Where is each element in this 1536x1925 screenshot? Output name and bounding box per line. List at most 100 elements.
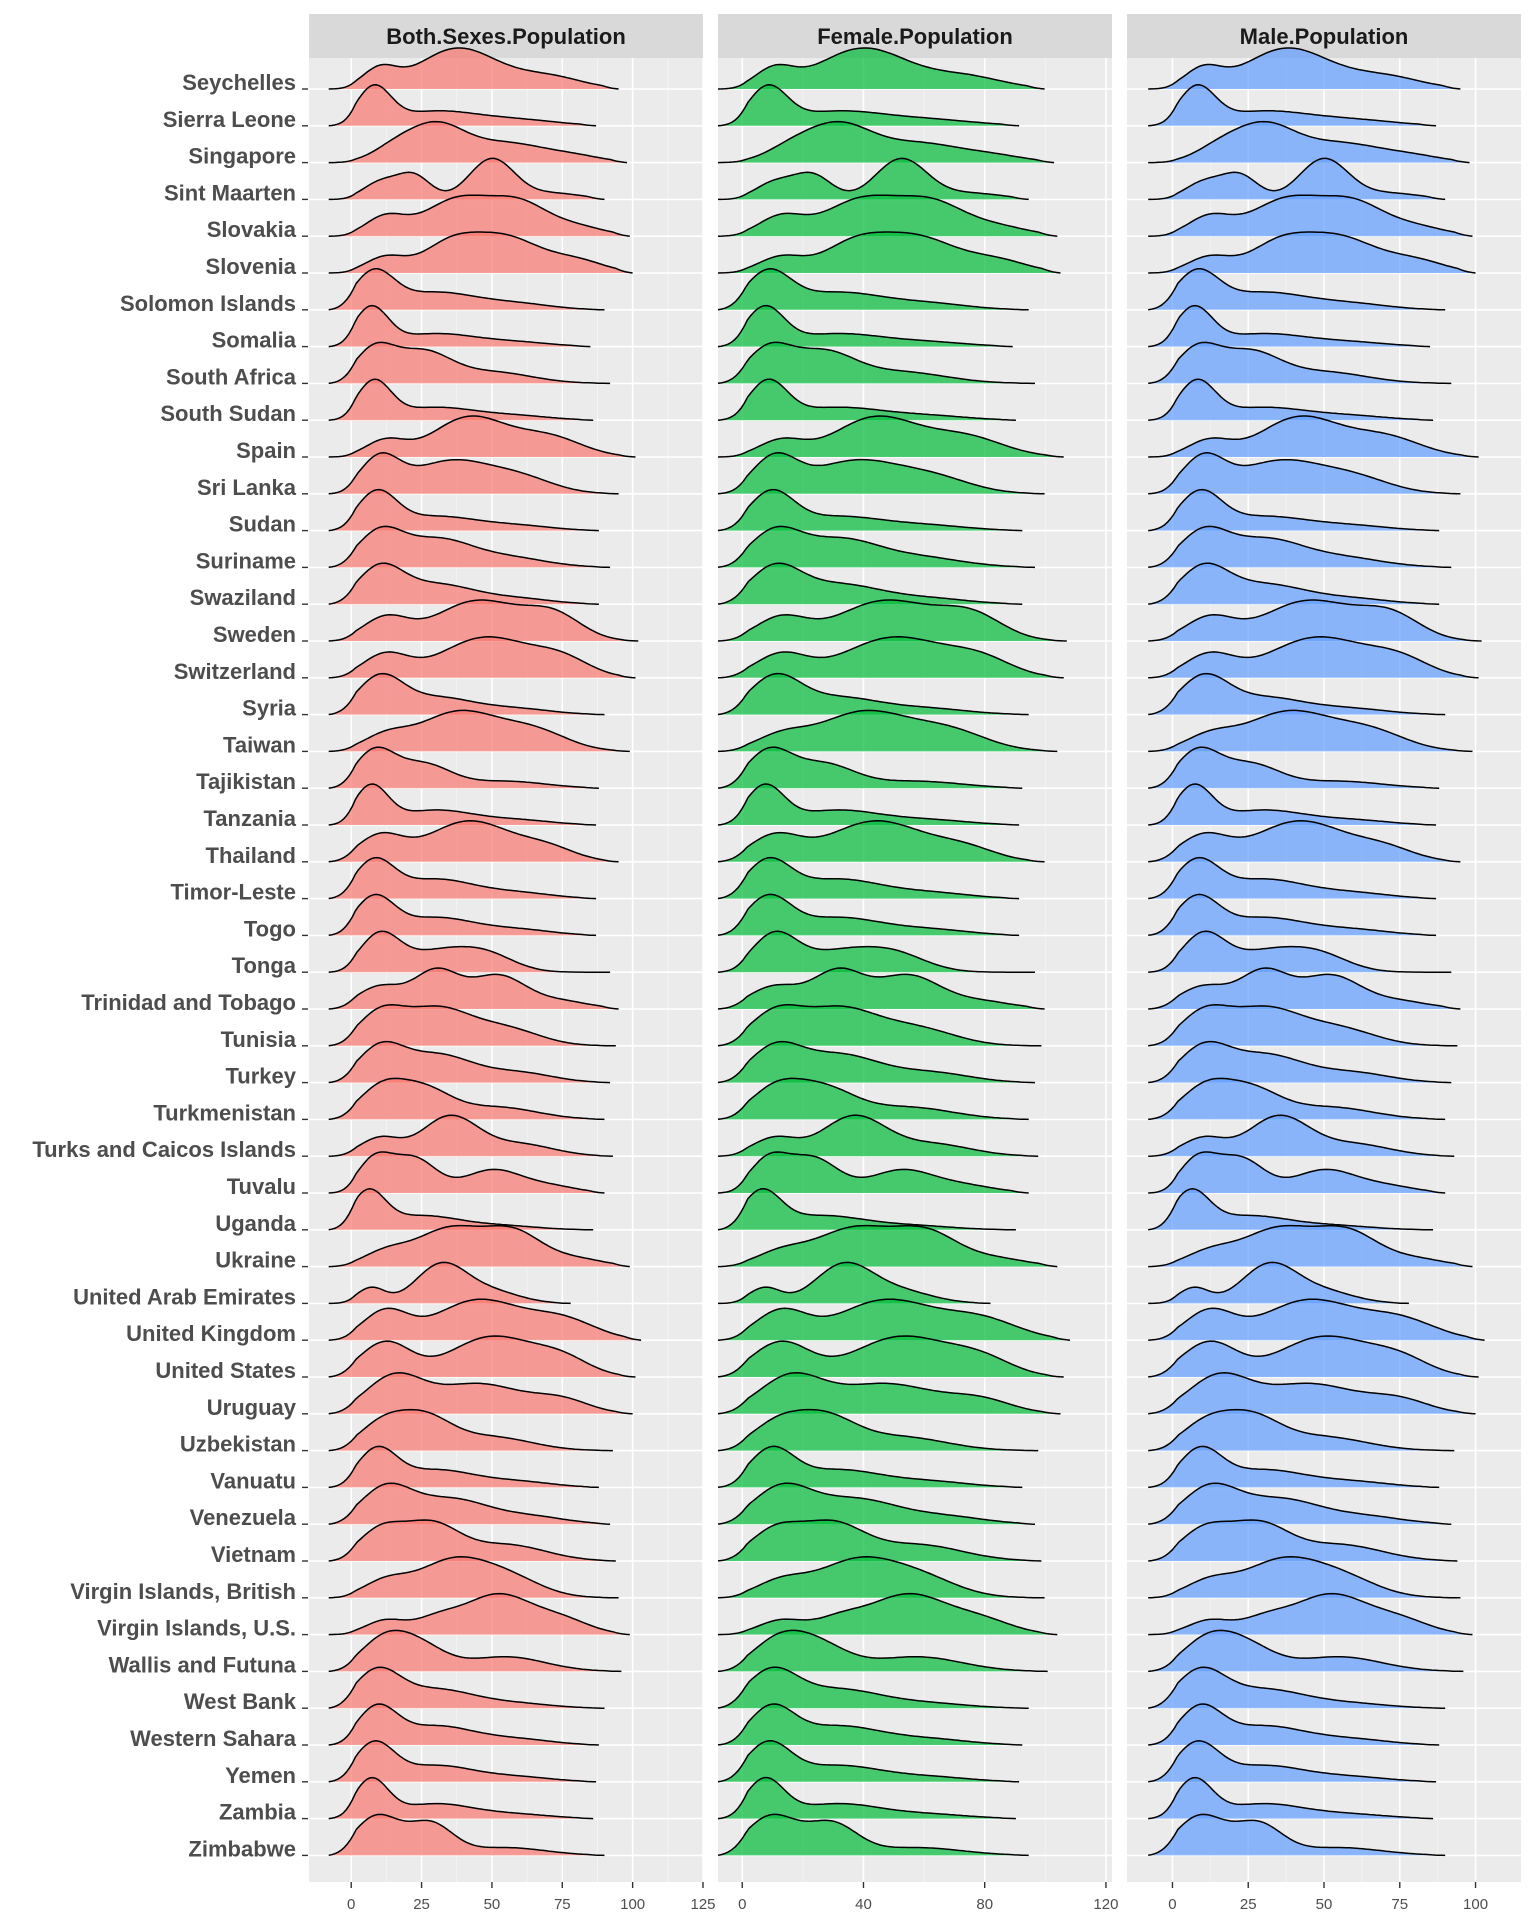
ridge-area (328, 968, 619, 1009)
ridge-line (717, 967, 1045, 1010)
ridge-line (1148, 672, 1446, 716)
ridge-line (1148, 930, 1452, 973)
ridge-area (328, 268, 605, 310)
ridge-line (1148, 1408, 1455, 1452)
ridge-line (717, 1335, 1064, 1378)
ridge-area (1148, 1446, 1440, 1488)
ridge-area (718, 1262, 991, 1304)
country-label: Slovakia (207, 217, 297, 242)
ridge-area (1148, 1336, 1479, 1377)
ridge-line (717, 415, 1064, 458)
ridge-line (1148, 1298, 1485, 1341)
country-label: Solomon Islands (120, 291, 296, 316)
ridge-area (328, 195, 630, 237)
country-label: Sint Maarten (164, 180, 296, 205)
ridge-line (328, 746, 599, 789)
ridge-area (1148, 1225, 1473, 1267)
ridge-line (328, 967, 619, 1010)
ridge-line (717, 1224, 1058, 1268)
ridge-line (328, 415, 636, 458)
ridge-area (328, 526, 611, 568)
ridge-area (328, 784, 597, 825)
ridge-area (1148, 673, 1446, 715)
ridge-area (328, 710, 630, 752)
ridge-area (328, 305, 591, 347)
ridge-line (717, 1776, 1016, 1820)
ridge-line (717, 1077, 1029, 1121)
ridge-area (1148, 1299, 1485, 1341)
country-label: Wallis and Futuna (109, 1652, 297, 1677)
ridge-area (328, 1777, 594, 1819)
ridge-area (718, 121, 1055, 163)
ridge-line (1148, 1776, 1434, 1820)
panel-strip (718, 14, 1112, 58)
ridge-area (718, 747, 1023, 789)
ridge-area (718, 526, 1035, 568)
ridge-line (1148, 1813, 1446, 1857)
panel: Female.Population 0 40 80 120 (717, 14, 1118, 1913)
country-label: United Kingdom (126, 1321, 296, 1346)
ridge-line (328, 120, 628, 164)
x-tick-label: 25 (413, 1896, 430, 1913)
ridge-line (717, 84, 1020, 127)
ridge-area (328, 1814, 605, 1856)
ridge-line (328, 1408, 613, 1452)
ridge-area (328, 1409, 613, 1451)
country-label: Suriname (196, 548, 296, 573)
ridge-line (1148, 341, 1452, 385)
ridge-area (1148, 600, 1482, 641)
ridge-area (718, 673, 1029, 715)
ridge-area (718, 1740, 1020, 1782)
ridge-line (1148, 157, 1446, 201)
ridge-line (328, 1519, 616, 1562)
ridge-line (1148, 1519, 1458, 1562)
ridge-area (718, 1078, 1029, 1120)
ridge-line (1148, 1040, 1452, 1084)
ridge-line (328, 1445, 599, 1489)
ridge-area (328, 857, 597, 899)
country-label: Uruguay (207, 1395, 297, 1420)
ridge-line (328, 378, 594, 421)
ridge-line (328, 194, 630, 237)
ridge-area (718, 857, 1020, 899)
x-tick-label: 50 (1316, 1896, 1333, 1913)
ridge-line (1148, 1372, 1476, 1415)
ridge-area (328, 636, 636, 678)
country-label: Uganda (215, 1211, 296, 1236)
ridge-line (1148, 1335, 1479, 1378)
ridge-line (718, 157, 1029, 201)
ridge-area (1148, 452, 1461, 494)
ridge-line (717, 1592, 1058, 1636)
ridge-area (1148, 894, 1437, 936)
ridge-line (1148, 1482, 1452, 1525)
ridge-area (718, 1483, 1035, 1525)
ridge-line (328, 1114, 613, 1157)
ridge-line (1148, 488, 1440, 532)
country-label: Slovenia (206, 254, 297, 279)
ridge-area (328, 489, 599, 531)
ridge-area (718, 268, 1029, 310)
ridge-area (718, 1372, 1061, 1414)
ridge-area (1148, 195, 1473, 237)
ridge-area (1148, 1704, 1440, 1745)
ridge-area (1148, 232, 1476, 273)
panel: Both.Sexes.Population 0 25 50 75 100 125 (309, 14, 716, 1913)
ridge-area (328, 1372, 633, 1414)
ridge-line (328, 856, 597, 900)
country-label: Sudan (229, 512, 296, 537)
ridge-area (1148, 1740, 1437, 1782)
ridge-line (717, 672, 1029, 716)
country-label: Syria (242, 696, 297, 721)
ridge-line (717, 1114, 1039, 1157)
ridge-area (328, 452, 619, 494)
ridge-area (1148, 710, 1473, 752)
ridge-area (328, 158, 605, 200)
ridge-line (717, 893, 1020, 937)
panel-title: Female.Population (817, 24, 1013, 49)
ridge-area (328, 48, 619, 89)
ridge-line (1148, 967, 1461, 1010)
ridge-area (718, 195, 1058, 237)
ridge-line (717, 1188, 1016, 1231)
ridge-area (718, 894, 1020, 936)
ridge-line (328, 47, 619, 90)
